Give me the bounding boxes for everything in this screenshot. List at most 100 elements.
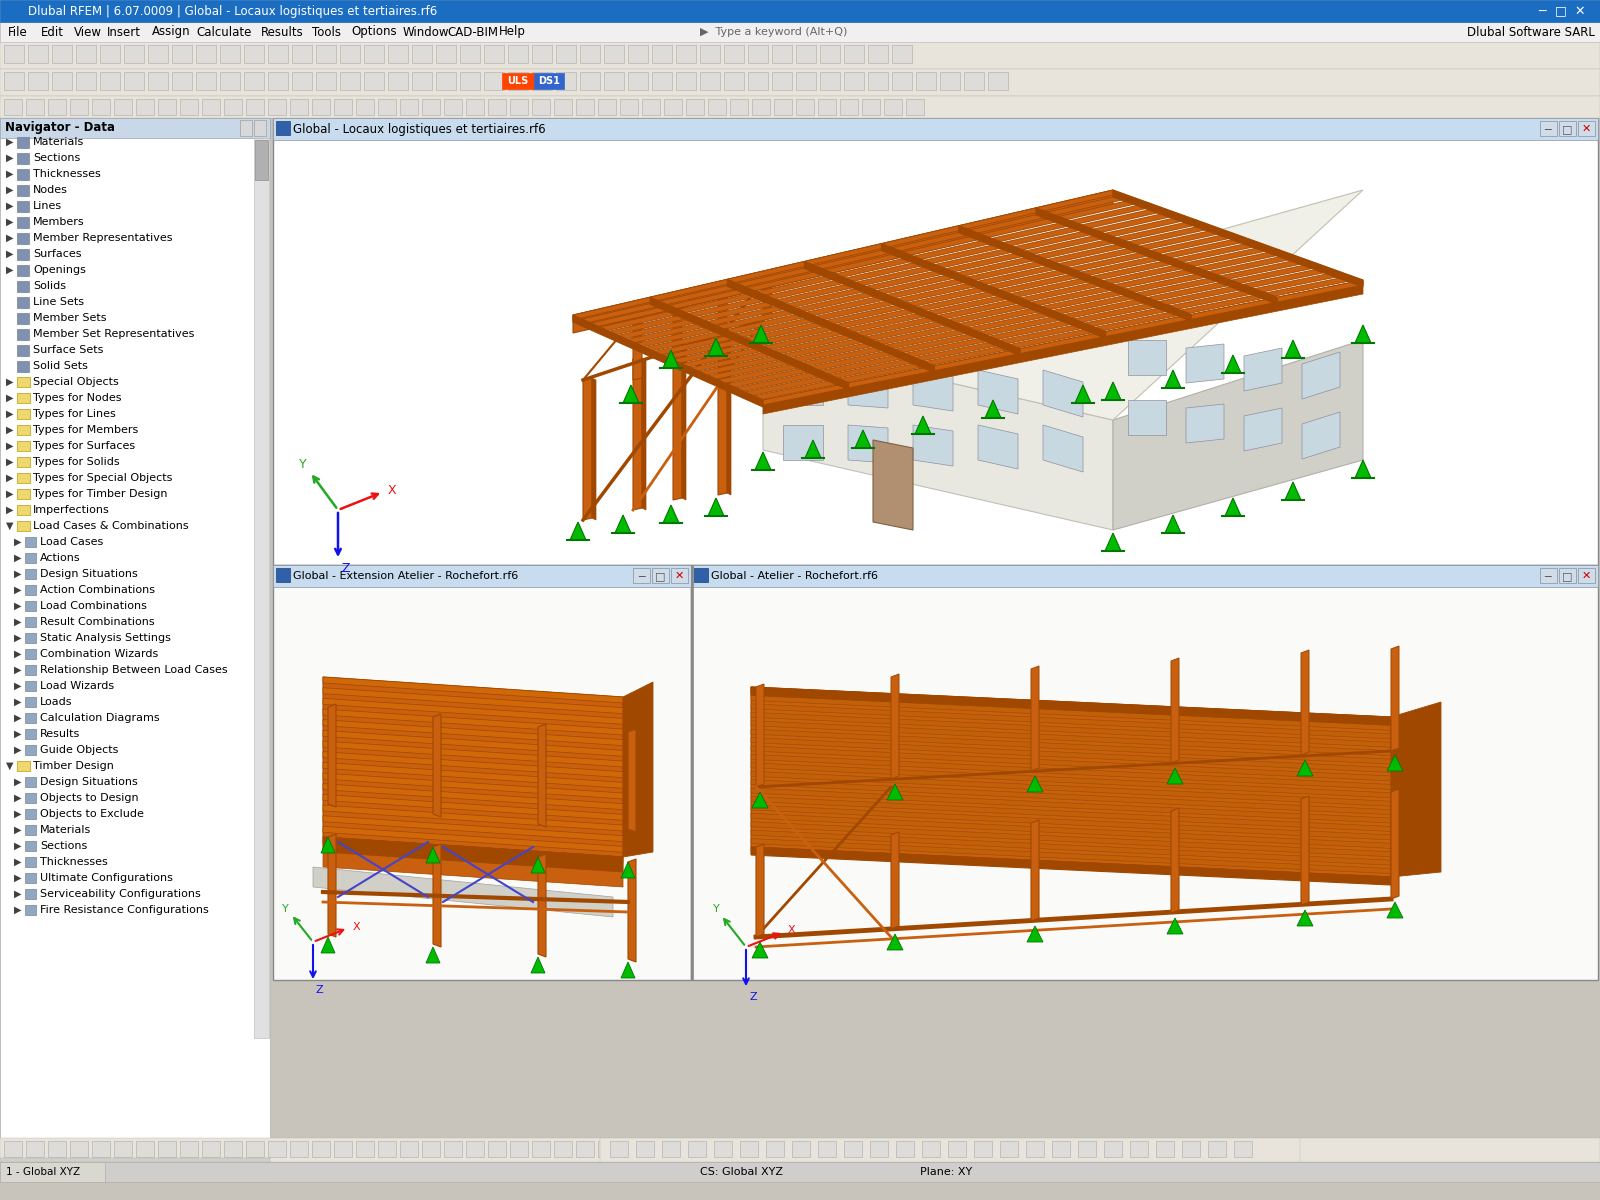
Bar: [730, 98, 749, 115]
Bar: [26, 778, 35, 787]
Bar: [26, 697, 35, 707]
Bar: [18, 200, 29, 212]
Bar: [290, 1141, 307, 1157]
Bar: [974, 1141, 992, 1157]
Text: Tools: Tools: [312, 25, 341, 38]
Bar: [422, 98, 440, 115]
Text: Navigator - Data: Navigator - Data: [5, 121, 115, 134]
Text: Timber Design: Timber Design: [34, 761, 114, 770]
Text: ✕: ✕: [674, 571, 683, 581]
Polygon shape: [1027, 926, 1043, 942]
Polygon shape: [750, 822, 1390, 857]
Text: ✕: ✕: [1581, 571, 1590, 581]
Text: ⌂: ⌂: [5, 1166, 11, 1177]
Polygon shape: [718, 328, 726, 494]
Polygon shape: [1030, 820, 1038, 922]
Polygon shape: [854, 430, 870, 448]
Bar: [510, 98, 528, 115]
Bar: [26, 601, 35, 611]
Polygon shape: [322, 838, 334, 853]
Text: Serviceability Configurations: Serviceability Configurations: [40, 889, 200, 899]
Polygon shape: [750, 763, 1390, 798]
Bar: [435, 44, 456, 62]
Bar: [941, 72, 960, 90]
Text: Dlubal RFEM | 6.07.0009 | Global - Locaux logistiques et tertiaires.rf6: Dlubal RFEM | 6.07.0009 | Global - Locau…: [29, 5, 437, 18]
Bar: [752, 98, 770, 115]
Bar: [662, 1141, 680, 1157]
Text: Z: Z: [341, 562, 349, 575]
Bar: [312, 98, 330, 115]
Polygon shape: [1166, 918, 1182, 934]
Bar: [26, 569, 35, 578]
Polygon shape: [763, 278, 771, 320]
Bar: [29, 44, 48, 62]
Bar: [317, 72, 336, 90]
Polygon shape: [882, 244, 1106, 338]
Text: ▶: ▶: [6, 233, 13, 242]
Text: Imperfections: Imperfections: [34, 505, 110, 515]
Polygon shape: [707, 498, 723, 516]
Bar: [26, 793, 35, 803]
Bar: [387, 44, 408, 62]
Text: ▶: ▶: [14, 665, 21, 674]
Polygon shape: [707, 338, 723, 356]
Bar: [18, 233, 29, 244]
Polygon shape: [323, 698, 622, 725]
Bar: [26, 874, 35, 883]
Polygon shape: [1387, 755, 1403, 770]
Text: ▶: ▶: [14, 584, 21, 595]
Polygon shape: [805, 262, 1021, 355]
Text: Y: Y: [712, 904, 720, 914]
Text: ▼: ▼: [6, 521, 13, 530]
Polygon shape: [763, 280, 1363, 404]
Bar: [488, 1141, 506, 1157]
Polygon shape: [728, 280, 934, 373]
Polygon shape: [323, 794, 622, 821]
Polygon shape: [614, 515, 630, 533]
Polygon shape: [782, 370, 822, 404]
Polygon shape: [750, 805, 1390, 840]
Bar: [26, 98, 45, 115]
Bar: [1539, 121, 1557, 136]
Polygon shape: [1114, 340, 1363, 530]
Polygon shape: [600, 203, 1149, 332]
Bar: [714, 1141, 733, 1157]
Bar: [896, 1141, 914, 1157]
Polygon shape: [426, 847, 440, 863]
Polygon shape: [1186, 344, 1224, 383]
Bar: [531, 1141, 550, 1157]
Bar: [688, 1141, 706, 1157]
Bar: [422, 1141, 440, 1157]
Bar: [461, 44, 480, 62]
Bar: [893, 72, 912, 90]
Bar: [93, 98, 110, 115]
Text: ─: ─: [1544, 571, 1552, 581]
Bar: [274, 565, 691, 587]
Polygon shape: [709, 254, 1291, 380]
Polygon shape: [323, 762, 622, 788]
Bar: [202, 1141, 221, 1157]
Bar: [691, 565, 693, 980]
Bar: [246, 1141, 264, 1157]
Bar: [99, 44, 120, 62]
Bar: [51, 72, 72, 90]
Text: □: □: [654, 571, 666, 581]
Polygon shape: [718, 258, 1304, 385]
Text: Insert: Insert: [106, 25, 141, 38]
Polygon shape: [1128, 340, 1166, 374]
Bar: [18, 137, 29, 148]
Polygon shape: [573, 190, 1363, 400]
Bar: [277, 568, 290, 582]
Bar: [18, 296, 29, 308]
Bar: [18, 169, 29, 180]
Text: Load Combinations: Load Combinations: [40, 601, 147, 611]
Text: ▶: ▶: [14, 649, 21, 659]
Text: ─: ─: [638, 571, 645, 581]
Polygon shape: [531, 958, 546, 973]
Text: Surfaces: Surfaces: [34, 248, 82, 259]
Bar: [312, 1141, 330, 1157]
Text: Design Situations: Design Situations: [40, 778, 138, 787]
Polygon shape: [627, 728, 637, 832]
Polygon shape: [323, 751, 622, 778]
Polygon shape: [314, 866, 613, 917]
